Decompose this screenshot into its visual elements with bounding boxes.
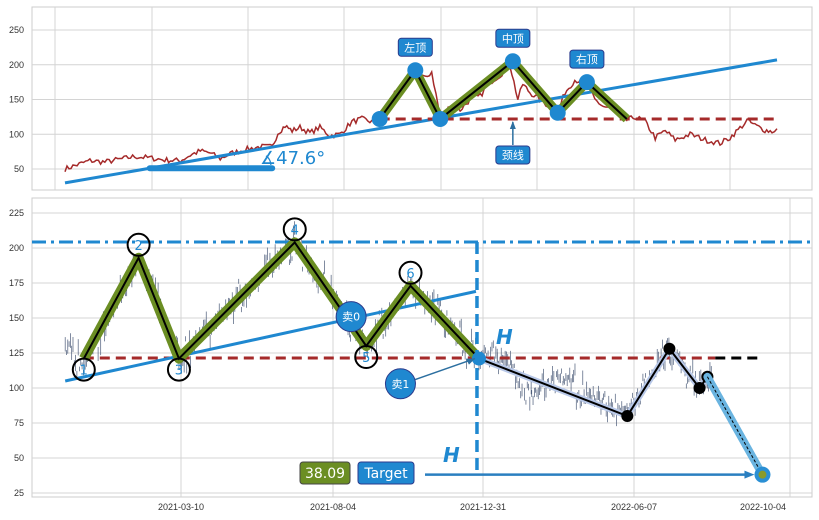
top-y-tick: 200: [9, 60, 24, 70]
target-label: Target: [363, 466, 408, 482]
pattern-point-label: 5: [362, 351, 370, 366]
trendline: [64, 58, 778, 185]
swing-point: [621, 410, 634, 422]
target-arrow-head: [744, 470, 755, 479]
target-value: 38.09: [305, 466, 345, 482]
pattern-point-circle: [282, 217, 307, 242]
annotation-label: 颈线: [502, 148, 524, 162]
top-panel-frame: [31, 6, 813, 191]
pattern-point-label: 4: [291, 223, 299, 238]
annotation-box: [569, 49, 605, 69]
target-label-box: [357, 461, 415, 485]
sell-arrow: [414, 357, 476, 381]
pattern-point-label: 6: [406, 267, 414, 282]
swing-point: [693, 382, 706, 394]
sell-signal-label: 卖0: [342, 311, 360, 324]
x-tick-label: 2021-03-10: [158, 502, 204, 512]
annotation-box: [397, 37, 433, 57]
sell-arrow-head: [465, 358, 475, 365]
pattern-point-label: 3: [175, 364, 183, 379]
annotation-label: 中顶: [502, 32, 524, 45]
breakout-dot: [471, 351, 486, 366]
annotation-label: 右顶: [576, 52, 598, 66]
top-y-tick: 50: [14, 164, 24, 174]
bottom-y-tick: 100: [9, 383, 24, 393]
bottom-y-tick: 25: [14, 488, 24, 498]
x-tick-label: 2021-08-04: [310, 502, 356, 512]
pivot-dot: [549, 104, 566, 121]
pivot-dot: [578, 74, 595, 91]
annotation-box: [495, 145, 531, 165]
bottom-y-tick: 125: [9, 348, 24, 358]
height-label: H: [496, 325, 513, 349]
sell-signal-circle: [384, 368, 416, 400]
sell-signal-label: 卖1: [391, 378, 409, 391]
trendline: [64, 289, 477, 383]
x-tick-label: 2022-10-04: [740, 502, 786, 512]
target-value-box: [299, 461, 351, 485]
pattern-point-label: 1: [80, 364, 88, 379]
pattern-point-label: 2: [134, 239, 142, 254]
pattern-point-circle: [398, 260, 423, 285]
pivot-dot: [407, 62, 424, 79]
x-tick-label: 2021-12-31: [460, 502, 506, 512]
target-marker-center: [758, 470, 767, 479]
bottom-y-tick: 75: [14, 418, 24, 428]
top-y-tick: 150: [9, 95, 24, 105]
bottom-y-tick: 225: [9, 208, 24, 218]
pattern-point-circle: [71, 357, 96, 382]
projection-line: [706, 376, 763, 475]
x-tick-label: 2022-06-07: [611, 502, 657, 512]
pattern-point-circle: [354, 345, 379, 369]
height-label: H: [443, 443, 460, 467]
angle-label: ∡47.6°: [260, 148, 325, 169]
sell-signal-circle: [335, 301, 367, 333]
annotation-label: 左顶: [404, 41, 426, 54]
zigzag-line: [82, 240, 480, 361]
pattern-point-circle: [166, 357, 191, 382]
bottom-y-tick: 175: [9, 278, 24, 288]
bottom-y-tick: 200: [9, 243, 24, 253]
top-y-tick: 100: [9, 129, 24, 139]
bottom-y-tick: 50: [14, 453, 24, 463]
pivot-dot: [371, 110, 388, 127]
bottom-y-tick: 150: [9, 313, 24, 323]
top-y-tick: 250: [9, 25, 24, 35]
pivot-dot: [432, 110, 449, 127]
pivot-dot: [504, 53, 521, 70]
swing-point: [663, 342, 676, 355]
pattern-point-circle: [126, 232, 151, 257]
arrow-head: [509, 120, 516, 129]
annotation-box: [495, 28, 531, 48]
